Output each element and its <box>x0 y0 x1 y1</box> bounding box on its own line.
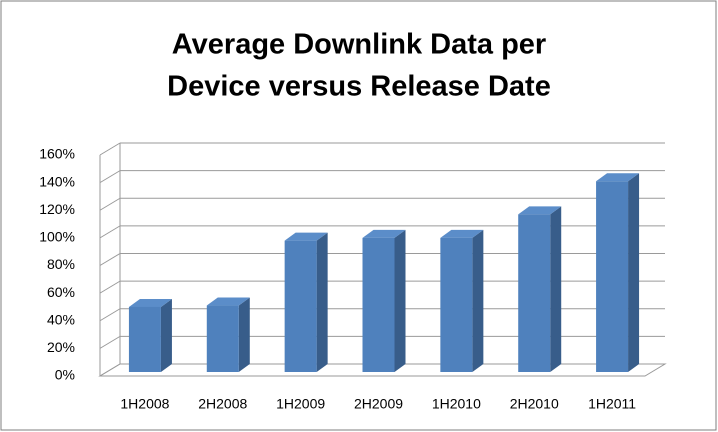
bar-side <box>394 229 406 372</box>
bar-side <box>238 297 250 372</box>
bar-side <box>472 229 484 372</box>
grid-side <box>99 308 121 322</box>
bar <box>128 306 161 372</box>
grid-side <box>99 280 121 294</box>
x-tick-label: 1H2008 <box>120 396 169 412</box>
bar-top <box>128 298 172 307</box>
bar-side <box>550 206 562 372</box>
grid-side <box>99 253 121 266</box>
x-tick-label: 1H2009 <box>276 396 325 412</box>
grid-side <box>99 225 121 239</box>
bar-top <box>362 229 406 238</box>
y-tick-label: 40% <box>47 311 75 327</box>
bar <box>284 240 317 372</box>
bar <box>518 214 551 372</box>
bar-side <box>316 232 328 372</box>
bar <box>362 237 395 372</box>
y-tick-label: 60% <box>47 284 75 300</box>
bar <box>206 305 239 372</box>
bar-side <box>628 173 640 372</box>
y-tick-label: 100% <box>39 229 75 245</box>
x-tick-label: 1H2011 <box>588 396 636 412</box>
y-tick-label: 120% <box>39 201 75 217</box>
x-tick-label: 1H2010 <box>432 396 481 412</box>
grid-side <box>99 170 121 184</box>
grid-side <box>99 335 121 349</box>
x-tick-label: 2H2009 <box>354 396 403 412</box>
y-tick-label: 80% <box>47 256 75 272</box>
bar-top <box>440 229 484 238</box>
x-tick-label: 2H2008 <box>198 396 247 412</box>
y-tick-label: 140% <box>39 173 75 189</box>
chart-title-line1: Average Downlink Data per <box>172 29 546 61</box>
grid-side <box>99 142 121 156</box>
y-tick-label: 160% <box>39 146 75 162</box>
bar-top <box>284 232 328 241</box>
x-tick-label: 2H2010 <box>510 396 559 412</box>
grid-side <box>99 363 121 377</box>
chart-title-line2: Device versus Release Date <box>167 71 551 103</box>
bar-top <box>596 173 640 182</box>
y-tick-label: 20% <box>47 339 75 355</box>
bar-top <box>206 297 250 306</box>
bar <box>596 181 629 372</box>
y-tick-label: 0% <box>55 367 75 383</box>
grid-side <box>99 197 121 211</box>
bar <box>440 237 473 372</box>
bar-side <box>160 298 172 372</box>
bar-top <box>518 206 562 215</box>
